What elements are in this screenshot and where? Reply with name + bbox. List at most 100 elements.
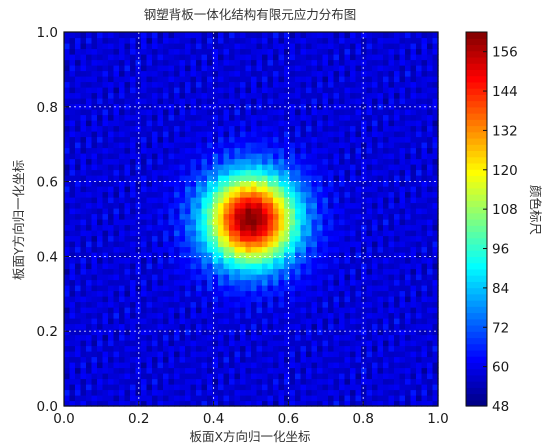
heatmap-cell bbox=[410, 59, 417, 66]
heatmap-cell bbox=[383, 290, 390, 297]
heatmap-cell bbox=[344, 142, 351, 149]
heatmap-cell bbox=[196, 169, 203, 176]
heatmap-cell bbox=[157, 257, 164, 264]
heatmap-cell bbox=[196, 252, 203, 259]
heatmap-cell bbox=[207, 367, 214, 374]
heatmap-cell bbox=[267, 400, 274, 407]
heatmap-cell bbox=[295, 103, 302, 110]
heatmap-cell bbox=[399, 263, 406, 270]
heatmap-cell bbox=[432, 164, 439, 171]
heatmap-cell bbox=[333, 142, 340, 149]
heatmap-cell bbox=[366, 32, 373, 39]
heatmap-cell bbox=[124, 70, 131, 77]
heatmap-cell bbox=[410, 285, 417, 292]
heatmap-cell bbox=[344, 329, 351, 336]
heatmap-cell bbox=[416, 241, 423, 248]
heatmap-cell bbox=[377, 120, 384, 127]
heatmap-cell bbox=[207, 263, 214, 270]
heatmap-cell bbox=[207, 362, 214, 369]
heatmap-cell bbox=[355, 202, 362, 209]
heatmap-cell bbox=[80, 98, 87, 105]
heatmap-cell bbox=[240, 158, 247, 165]
heatmap-cell bbox=[322, 125, 329, 132]
heatmap-cell bbox=[328, 180, 335, 187]
heatmap-cell bbox=[69, 252, 76, 259]
heatmap-cell bbox=[152, 114, 159, 121]
heatmap-cell bbox=[328, 323, 335, 330]
heatmap-cell bbox=[119, 180, 126, 187]
heatmap-cell bbox=[262, 197, 269, 204]
heatmap-cell bbox=[64, 87, 71, 94]
heatmap-cell bbox=[372, 246, 379, 253]
heatmap-cell bbox=[421, 43, 428, 50]
heatmap-cell bbox=[64, 340, 71, 347]
heatmap-cell bbox=[240, 362, 247, 369]
heatmap-cell bbox=[328, 98, 335, 105]
heatmap-cell bbox=[223, 395, 230, 402]
heatmap-cell bbox=[108, 279, 115, 286]
heatmap-cell bbox=[306, 70, 313, 77]
heatmap-cell bbox=[141, 340, 148, 347]
heatmap-cell bbox=[157, 65, 164, 72]
heatmap-cell bbox=[86, 114, 93, 121]
heatmap-cell bbox=[306, 224, 313, 231]
heatmap-cell bbox=[69, 389, 76, 396]
heatmap-cell bbox=[262, 92, 269, 99]
heatmap-cell bbox=[75, 384, 82, 391]
heatmap-cell bbox=[427, 362, 434, 369]
heatmap-cell bbox=[212, 125, 219, 132]
heatmap-cell bbox=[196, 43, 203, 50]
heatmap-cell bbox=[328, 384, 335, 391]
heatmap-cell bbox=[278, 351, 285, 358]
heatmap-cell bbox=[432, 301, 439, 308]
heatmap-cell bbox=[64, 147, 71, 154]
heatmap-cell bbox=[262, 87, 269, 94]
heatmap-cell bbox=[339, 65, 346, 72]
heatmap-cell bbox=[416, 356, 423, 363]
heatmap-cell bbox=[306, 180, 313, 187]
heatmap-cell bbox=[339, 208, 346, 215]
heatmap-cell bbox=[361, 59, 368, 66]
heatmap-cell bbox=[146, 285, 153, 292]
heatmap-cell bbox=[328, 169, 335, 176]
heatmap-cell bbox=[97, 362, 104, 369]
heatmap-cell bbox=[289, 169, 296, 176]
heatmap-cell bbox=[405, 191, 412, 198]
heatmap-cell bbox=[251, 378, 258, 385]
heatmap-cell bbox=[366, 142, 373, 149]
heatmap-cell bbox=[427, 329, 434, 336]
heatmap-cell bbox=[306, 43, 313, 50]
heatmap-cell bbox=[234, 340, 241, 347]
heatmap-cell bbox=[190, 362, 197, 369]
heatmap-cell bbox=[278, 389, 285, 396]
heatmap-cell bbox=[383, 395, 390, 402]
heatmap-cell bbox=[124, 202, 131, 209]
heatmap-cell bbox=[300, 158, 307, 165]
heatmap-cell bbox=[405, 213, 412, 220]
heatmap-cell bbox=[399, 340, 406, 347]
heatmap-cell bbox=[421, 191, 428, 198]
colorbar-segment bbox=[466, 337, 487, 345]
heatmap-cell bbox=[416, 153, 423, 160]
heatmap-cell bbox=[262, 378, 269, 385]
heatmap-cell bbox=[366, 37, 373, 44]
heatmap-cell bbox=[328, 378, 335, 385]
heatmap-cell bbox=[97, 263, 104, 270]
heatmap-cell bbox=[432, 395, 439, 402]
heatmap-cell bbox=[284, 351, 291, 358]
heatmap-cell bbox=[201, 241, 208, 248]
heatmap-cell bbox=[361, 136, 368, 143]
heatmap-cell bbox=[322, 213, 329, 220]
heatmap-cell bbox=[410, 241, 417, 248]
heatmap-cell bbox=[185, 224, 192, 231]
heatmap-cell bbox=[119, 274, 126, 281]
heatmap-cell bbox=[311, 257, 318, 264]
heatmap-cell bbox=[278, 208, 285, 215]
heatmap-cell bbox=[174, 114, 181, 121]
heatmap-cell bbox=[262, 114, 269, 121]
heatmap-cell bbox=[223, 296, 230, 303]
heatmap-cell bbox=[394, 395, 401, 402]
heatmap-cell bbox=[152, 241, 159, 248]
heatmap-cell bbox=[416, 263, 423, 270]
heatmap-cell bbox=[328, 114, 335, 121]
